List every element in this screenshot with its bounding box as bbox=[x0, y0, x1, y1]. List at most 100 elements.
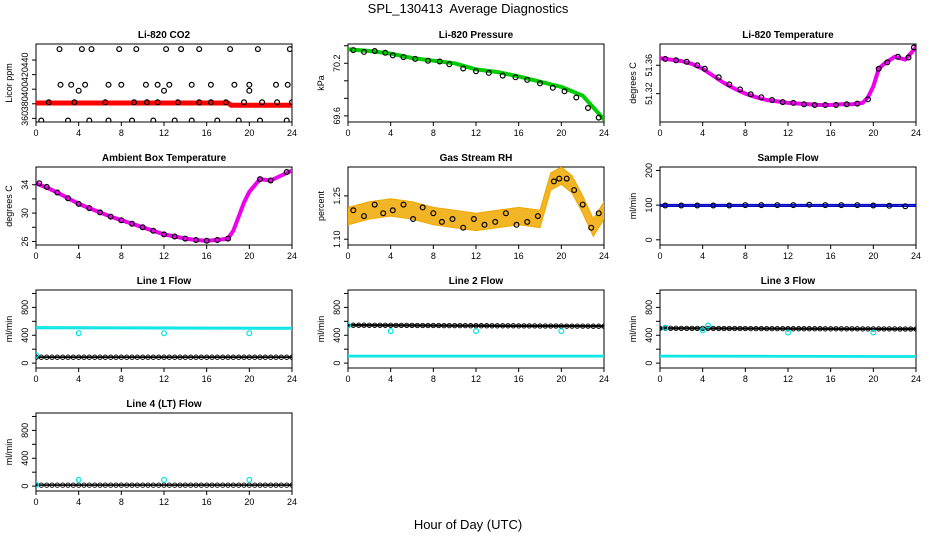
data-point bbox=[154, 81, 161, 88]
data-point bbox=[142, 81, 149, 88]
data-point bbox=[662, 202, 669, 209]
data-point bbox=[118, 354, 124, 360]
data-point bbox=[177, 482, 183, 488]
data-point bbox=[284, 482, 290, 488]
y-tick-label: 400 bbox=[332, 328, 342, 343]
data-point bbox=[372, 322, 378, 328]
data-point bbox=[222, 99, 229, 106]
data-point bbox=[742, 325, 748, 332]
y-tick-label: 100 bbox=[644, 198, 654, 213]
data-point bbox=[438, 218, 445, 225]
x-tick-label: 24 bbox=[599, 251, 609, 261]
x-tick-label: 16 bbox=[202, 497, 212, 507]
data-point bbox=[86, 117, 93, 122]
data-point bbox=[806, 201, 813, 208]
x-tick-label: 4 bbox=[700, 251, 705, 261]
data-point bbox=[790, 326, 796, 332]
data-point bbox=[38, 482, 44, 488]
data-point bbox=[715, 74, 722, 81]
plot-frame bbox=[347, 43, 605, 123]
data-point bbox=[710, 325, 716, 332]
data-point bbox=[785, 326, 791, 332]
data-point bbox=[204, 482, 210, 488]
y-tick-label: 70.2 bbox=[332, 55, 342, 73]
data-point bbox=[595, 210, 602, 217]
data-point bbox=[107, 213, 114, 220]
data-point bbox=[484, 323, 490, 329]
data-point bbox=[747, 91, 754, 98]
x-tick-label: 4 bbox=[388, 251, 393, 261]
data-point bbox=[96, 209, 103, 216]
data-point bbox=[512, 74, 519, 81]
chart-panel: Line 1 Flow 0 4 8 12 16 20 24 0 400 800 ml/min bbox=[4, 276, 297, 384]
data-point bbox=[881, 326, 887, 332]
x-tick-label: 20 bbox=[868, 374, 878, 384]
data-point bbox=[161, 87, 168, 94]
data-point bbox=[236, 482, 242, 488]
data-point bbox=[262, 354, 268, 360]
data-point bbox=[131, 99, 138, 106]
data-point bbox=[588, 224, 595, 231]
data-point bbox=[716, 325, 722, 332]
data-point bbox=[910, 44, 916, 51]
x-tick-label: 12 bbox=[783, 374, 793, 384]
x-tick-label: 8 bbox=[743, 128, 748, 138]
data-point bbox=[387, 328, 394, 335]
data-point bbox=[182, 482, 188, 488]
data-point bbox=[241, 354, 247, 360]
data-point bbox=[897, 326, 903, 332]
x-tick-label: 24 bbox=[911, 374, 921, 384]
data-point bbox=[790, 202, 797, 209]
data-point bbox=[129, 117, 135, 122]
data-point bbox=[860, 326, 866, 332]
data-point bbox=[196, 46, 203, 53]
chart-panel: Line 3 Flow 0 4 8 12 16 20 24 0 400 800 ml/min bbox=[628, 276, 921, 384]
data-point bbox=[505, 323, 511, 329]
data-point bbox=[822, 326, 828, 332]
data-point bbox=[361, 322, 367, 328]
chart-panel: Li-820 Pressure 0 4 8 12 16 20 24 69.6 70.2 kPa bbox=[316, 30, 609, 138]
data-point bbox=[800, 101, 807, 108]
data-point bbox=[526, 323, 532, 329]
x-tick-label: 20 bbox=[556, 374, 566, 384]
data-point bbox=[694, 62, 701, 69]
data-point bbox=[45, 99, 52, 106]
data-point bbox=[166, 81, 173, 88]
data-point bbox=[410, 216, 417, 223]
data-point bbox=[404, 322, 410, 329]
data-point bbox=[350, 322, 356, 328]
data-point bbox=[446, 61, 453, 68]
plot-data bbox=[348, 47, 604, 122]
chart-title: Sample Flow bbox=[757, 153, 818, 164]
data-point bbox=[673, 325, 679, 331]
data-point bbox=[289, 99, 292, 106]
data-point bbox=[534, 213, 541, 220]
data-point bbox=[230, 354, 236, 360]
data-point bbox=[140, 482, 146, 488]
data-point bbox=[156, 482, 162, 488]
y-tick-label: 51.32 bbox=[644, 82, 654, 105]
data-point bbox=[768, 96, 775, 103]
data-point bbox=[726, 202, 733, 209]
x-tick-label: 8 bbox=[431, 374, 436, 384]
data-point bbox=[214, 354, 220, 360]
data-point bbox=[171, 233, 178, 240]
data-point bbox=[108, 482, 114, 488]
data-point bbox=[710, 202, 717, 209]
data-point bbox=[699, 327, 706, 334]
x-tick-label: 8 bbox=[119, 374, 124, 384]
data-point bbox=[257, 117, 263, 122]
data-point bbox=[116, 46, 123, 53]
data-point bbox=[875, 65, 882, 72]
data-point bbox=[452, 322, 458, 329]
data-point bbox=[139, 224, 146, 231]
y-axis-label: ml/min bbox=[628, 316, 638, 343]
y-tick-label: 800 bbox=[20, 300, 30, 315]
data-point bbox=[143, 99, 150, 106]
chart-title: Ambient Box Temperature bbox=[102, 153, 227, 164]
data-point bbox=[214, 117, 221, 122]
x-tick-label: 24 bbox=[287, 251, 297, 261]
data-point bbox=[38, 354, 44, 360]
data-point bbox=[457, 322, 463, 329]
data-point bbox=[225, 354, 231, 360]
